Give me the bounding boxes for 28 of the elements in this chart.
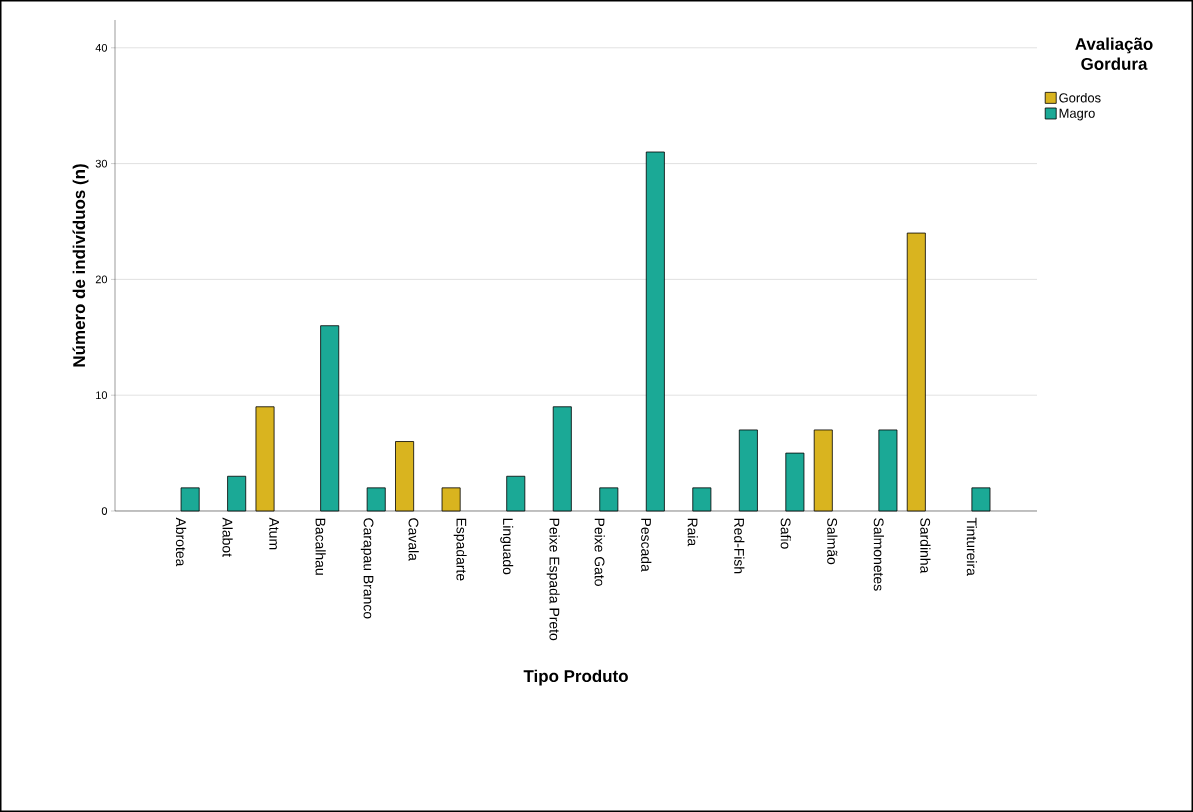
x-tick-label: Tintureira (966, 517, 978, 576)
y-tick-label: 10 (96, 391, 108, 400)
x-tick-label: Salmão (827, 518, 838, 565)
x-tick-label: Abrotea (175, 517, 187, 567)
y-tick-label: 0 (101, 507, 108, 515)
x-tick-label: Safio (780, 518, 791, 549)
legend-title: Avaliação Gordura (1075, 37, 1153, 70)
x-tick-label: Salmonetes (873, 518, 884, 591)
x-tick-label: Carapau Branco (360, 518, 374, 619)
x-tick-label: Bacalhau (315, 518, 326, 575)
x-axis-title: Tipo Produto (523, 669, 628, 686)
x-tick-label: Sardinha (920, 518, 931, 574)
x-tick-label: Cavala (408, 518, 419, 561)
x-tick-label: Peixe Gato (594, 518, 605, 586)
y-tick-label: 30 (95, 159, 108, 168)
y-axis-title: Número de indivíduos (n) (72, 164, 89, 367)
x-tick-label: Peixe Espada Preto (546, 518, 560, 641)
x-tick-label: Pescada (641, 518, 652, 572)
x-tick-label: Alabot (222, 517, 233, 557)
legend-label: Gordos (1059, 92, 1101, 103)
x-tick-label: Raia (687, 518, 698, 547)
y-tick-label: 40 (95, 43, 108, 52)
legend-label: Magro (1059, 108, 1095, 121)
x-tick-label: Red-Fish (734, 518, 745, 574)
x-tick-label: Atum (269, 517, 279, 550)
x-tick-label: Espadarte (453, 518, 467, 581)
y-tick-label: 20 (95, 275, 108, 284)
x-tick-label: Linguado (500, 518, 514, 575)
